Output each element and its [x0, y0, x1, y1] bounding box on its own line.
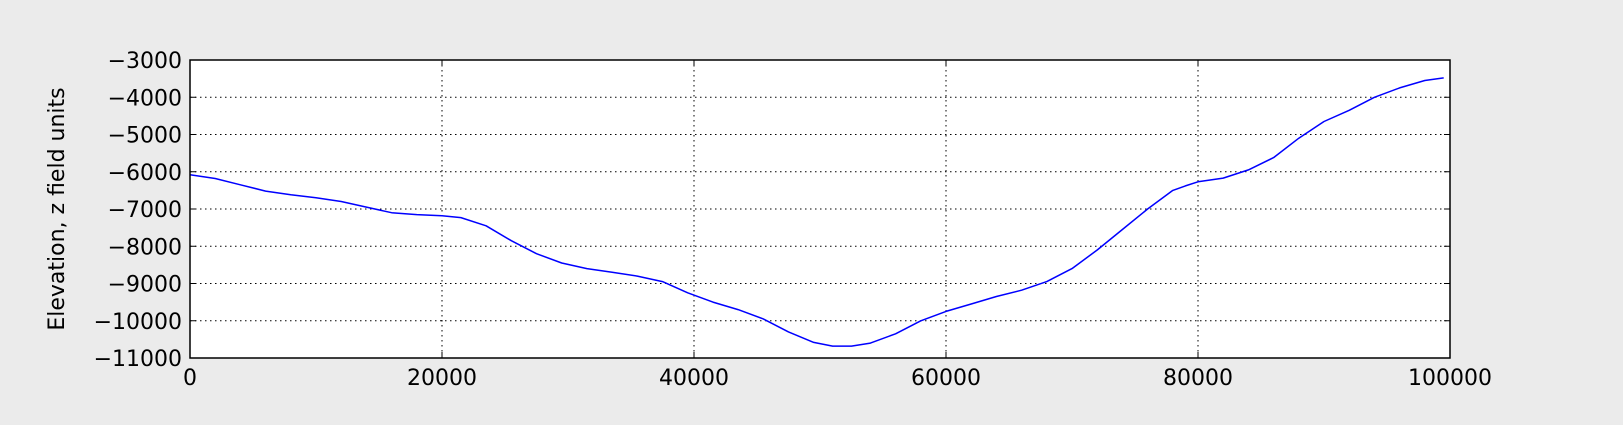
y-tick-label: −5000 [108, 124, 182, 149]
grid-lines [190, 60, 1450, 358]
y-tick-label: −9000 [108, 273, 182, 298]
y-axis-label: Elevation, z field units [45, 87, 70, 330]
y-tick-label: −8000 [108, 235, 182, 260]
y-tick-label: −7000 [108, 198, 182, 223]
x-tick-label: 100000 [1408, 366, 1492, 391]
y-tick-label: −11000 [94, 347, 182, 372]
x-tick-label: 40000 [659, 366, 729, 391]
y-tick-label: −6000 [108, 161, 182, 186]
y-tick-label: −4000 [108, 86, 182, 111]
y-tick-label: −10000 [94, 310, 182, 335]
axis-ticks: 0 20000 40000 60000 80000 100000 −3000 −4000 −50… [94, 49, 1492, 391]
x-tick-label: 0 [183, 366, 197, 391]
x-tick-label: 20000 [407, 366, 477, 391]
y-tick-label: −3000 [108, 49, 182, 74]
elevation-series-line [189, 77, 1444, 347]
series-layer [189, 77, 1444, 347]
x-tick-label: 80000 [1163, 366, 1233, 391]
x-tick-label: 60000 [911, 366, 981, 391]
